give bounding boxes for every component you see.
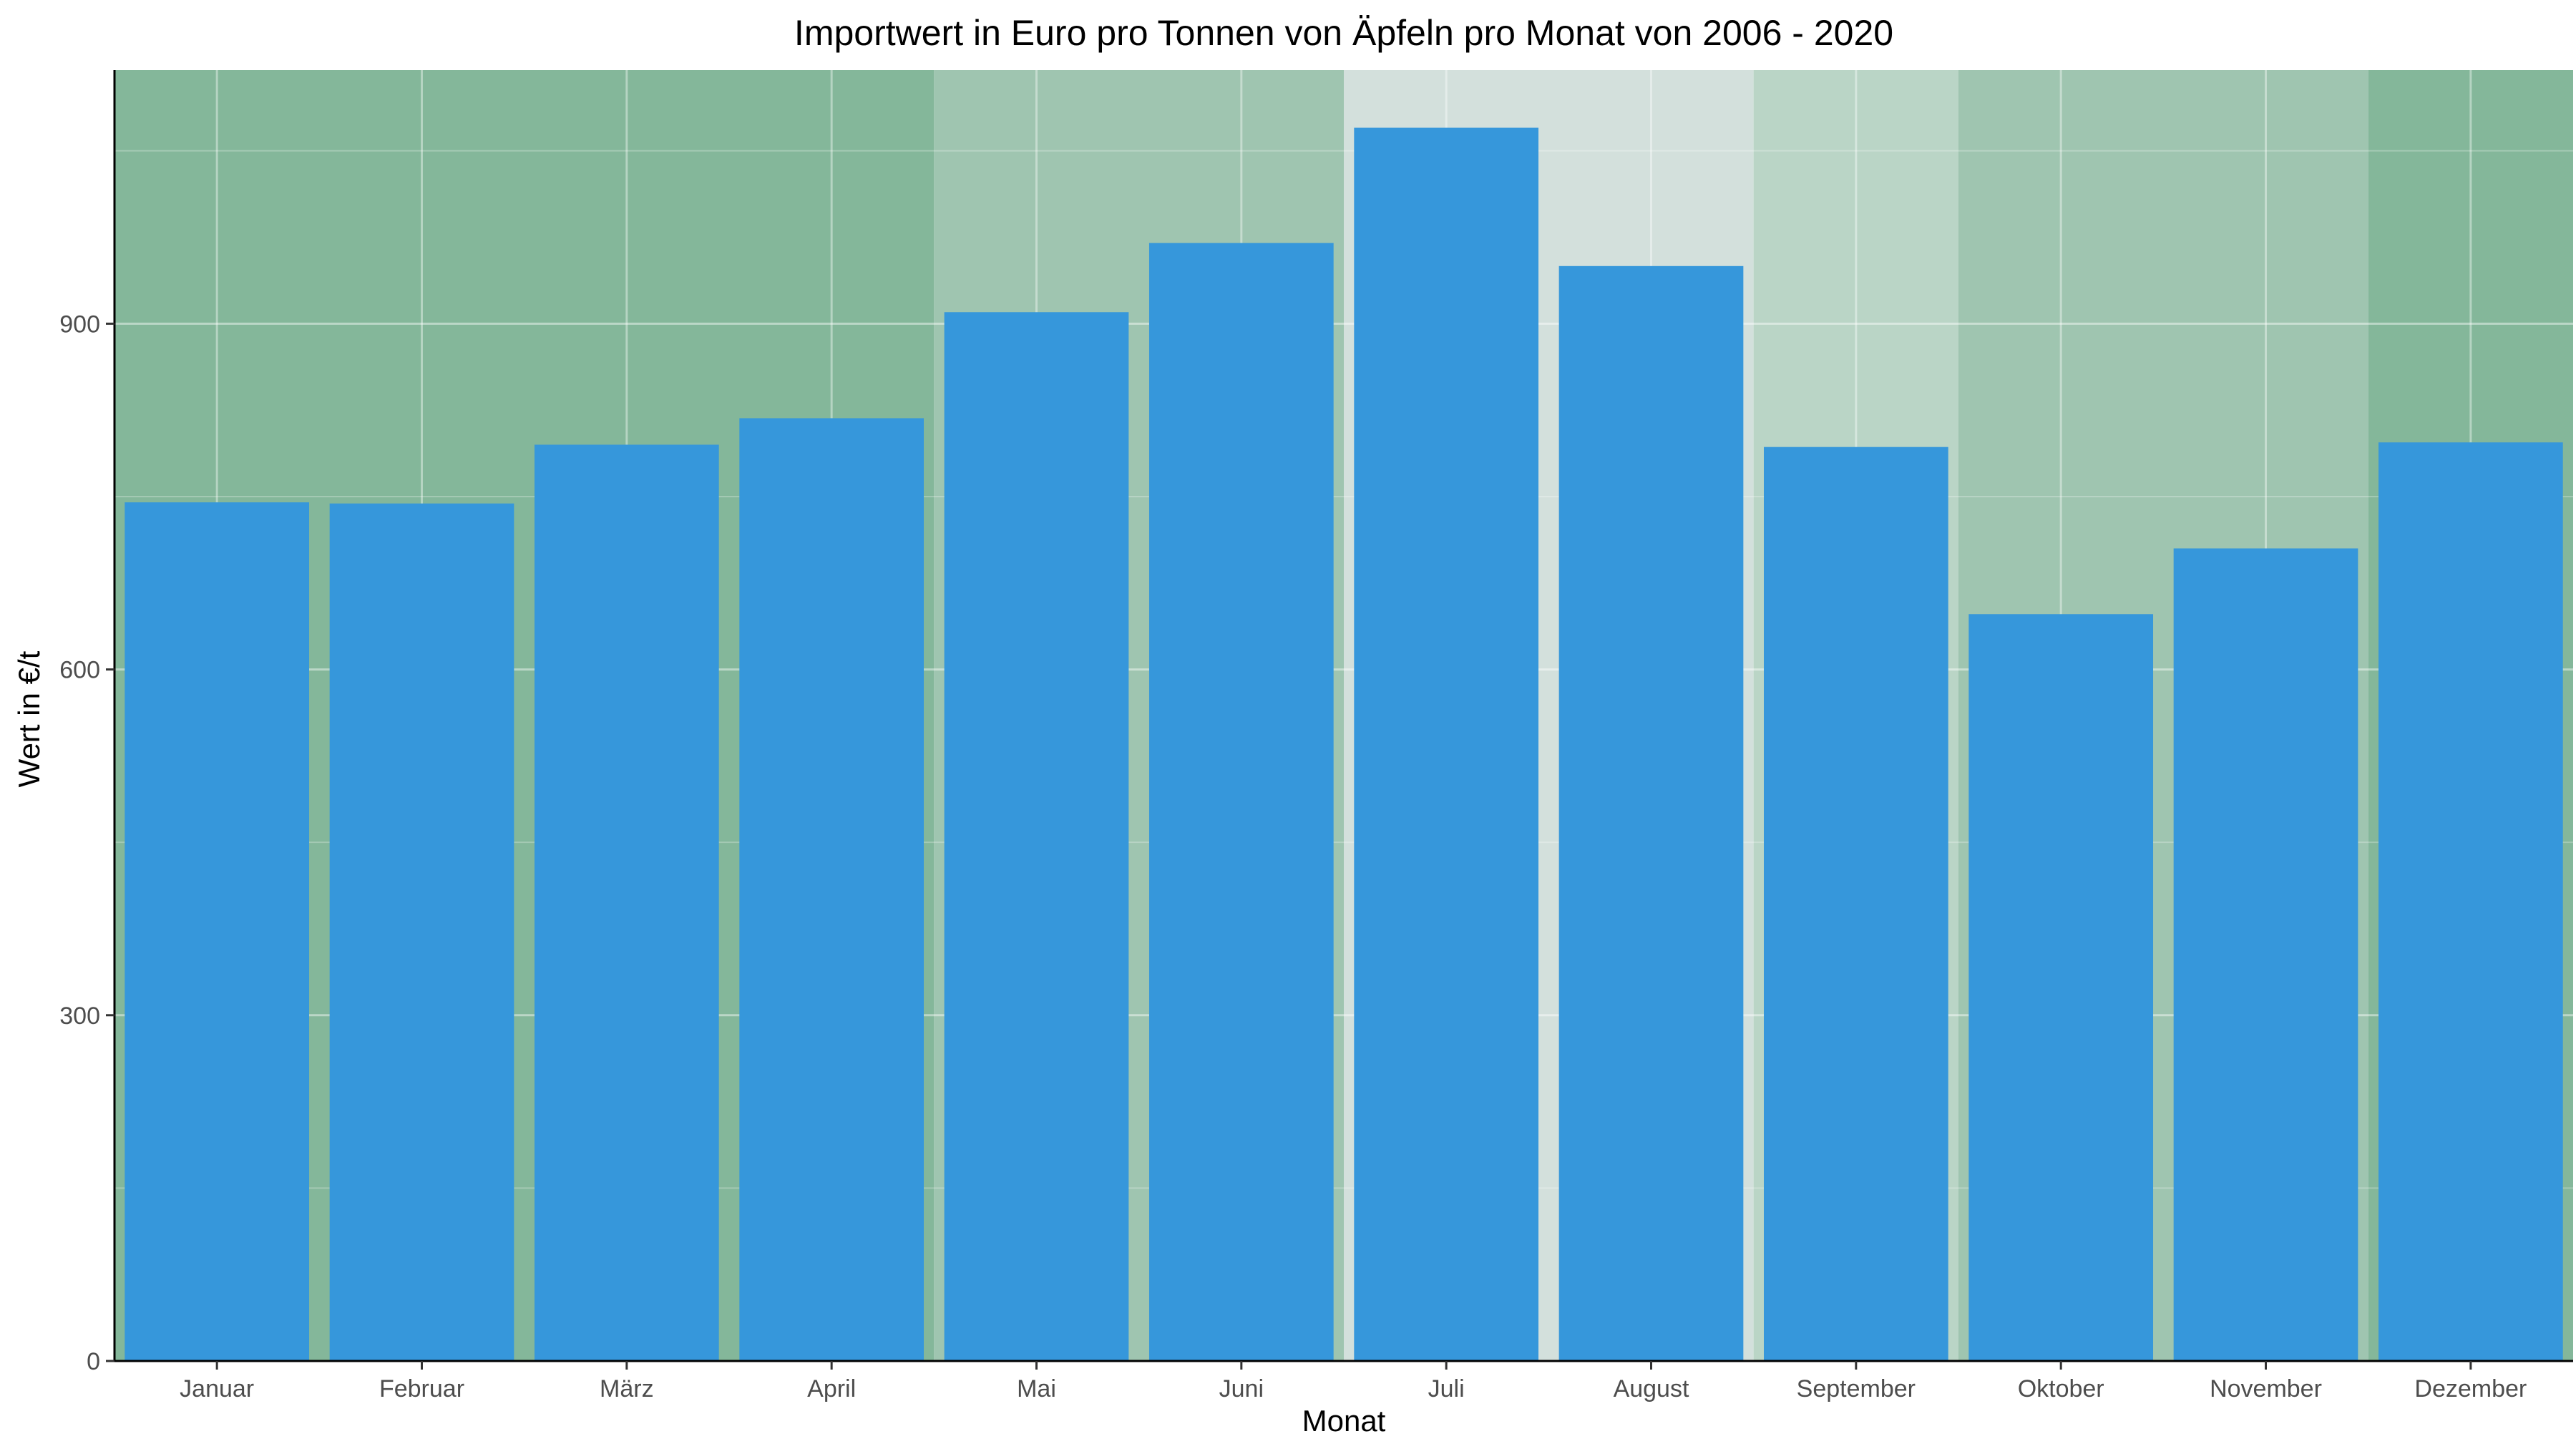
y-tick-labels: 0 300 600 900: [59, 311, 100, 1375]
bar: [1558, 265, 1744, 1362]
bar: [1968, 614, 2154, 1362]
bar: [2378, 442, 2563, 1361]
y-axis-title: Wert in €/t: [12, 650, 46, 787]
bar: [329, 503, 514, 1361]
x-tick-label: Juni: [1219, 1375, 1264, 1402]
bar: [1148, 243, 1334, 1361]
bar: [1354, 127, 1539, 1361]
y-tick-label: 600: [59, 657, 100, 684]
x-tick-label: November: [2210, 1375, 2322, 1402]
bar: [2173, 548, 2358, 1361]
bar: [534, 444, 719, 1361]
y-tick-label: 300: [59, 1002, 100, 1030]
bar: [125, 502, 310, 1362]
bar: [944, 312, 1129, 1361]
bar: [739, 418, 924, 1361]
chart-title: Importwert in Euro pro Tonnen von Äpfeln…: [794, 13, 1893, 53]
bar: [1763, 447, 1948, 1361]
y-tick-label: 900: [59, 311, 100, 338]
x-tick-label: Mai: [1017, 1375, 1056, 1402]
x-tick-label: April: [807, 1375, 856, 1402]
x-tick-label: Februar: [379, 1375, 464, 1402]
bars: [125, 127, 2563, 1362]
x-axis-title: Monat: [1302, 1404, 1386, 1438]
x-tick-label: März: [600, 1375, 654, 1402]
x-tick-labels: Januar Februar März April Mai Juni Juli August S…: [180, 1375, 2527, 1402]
x-tick-label: Oktober: [2018, 1375, 2104, 1402]
y-tick-label: 0: [87, 1348, 100, 1375]
x-tick-label: Juli: [1428, 1375, 1465, 1402]
x-tick-label: Dezember: [2414, 1375, 2527, 1402]
x-tick-label: September: [1797, 1375, 1916, 1402]
axes: [106, 70, 2573, 1370]
x-tick-label: August: [1614, 1375, 1689, 1402]
x-tick-label: Januar: [180, 1375, 254, 1402]
